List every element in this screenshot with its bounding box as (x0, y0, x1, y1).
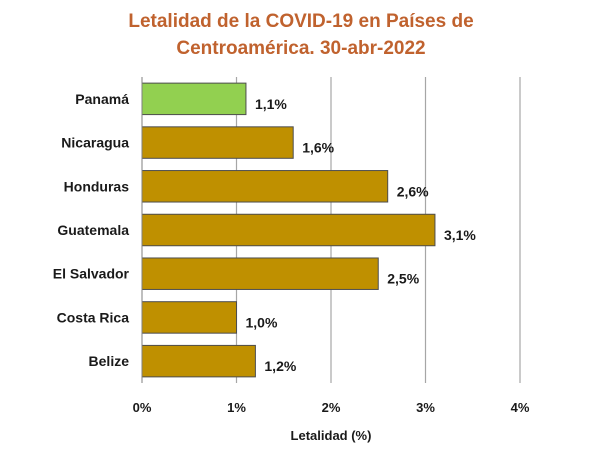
category-label: Guatemala (57, 222, 129, 238)
bar (141, 301, 237, 334)
bar (141, 82, 247, 116)
data-label: 1,2% (264, 358, 296, 374)
category-label: Belize (89, 353, 130, 369)
bar (141, 126, 294, 159)
category-label: Honduras (64, 178, 130, 194)
data-label: 2,5% (387, 271, 419, 287)
chart-title-line-1: Letalidad de la COVID-19 en Países de (128, 11, 474, 32)
category-label: Costa Rica (57, 309, 130, 325)
x-axis-title: Letalidad (%) (291, 428, 372, 443)
chart-title-line-2: Centroamérica. 30-abr-2022 (176, 38, 426, 59)
x-tick-label: 1% (227, 400, 246, 415)
bar (141, 257, 379, 290)
category-label: Nicaragua (61, 135, 129, 151)
chart-title: Letalidad de la COVID-19 en Países de Ce… (0, 8, 602, 62)
value-labels: 1,1% 1,6% 2,6% 3,1% 2,5% 1,0% 1,2% (246, 96, 477, 374)
category-label: Panamá (75, 91, 129, 107)
x-tick-labels: 0% 1% 2% 3% 4% (133, 400, 530, 415)
data-label: 1,6% (302, 140, 334, 156)
category-labels: Panamá Nicaragua Honduras Guatemala El Salva… (53, 91, 130, 369)
x-tick-label: 0% (133, 400, 152, 415)
data-label: 1,0% (246, 314, 278, 330)
bar (141, 344, 256, 378)
x-tick-label: 4% (511, 400, 530, 415)
bar (141, 213, 436, 247)
data-label: 3,1% (444, 227, 476, 243)
category-label: El Salvador (53, 266, 130, 282)
bars (141, 82, 436, 378)
x-tick-label: 3% (416, 400, 435, 415)
data-label: 2,6% (397, 183, 429, 199)
data-label: 1,1% (255, 96, 287, 112)
bar (141, 170, 389, 203)
x-tick-label: 2% (322, 400, 341, 415)
